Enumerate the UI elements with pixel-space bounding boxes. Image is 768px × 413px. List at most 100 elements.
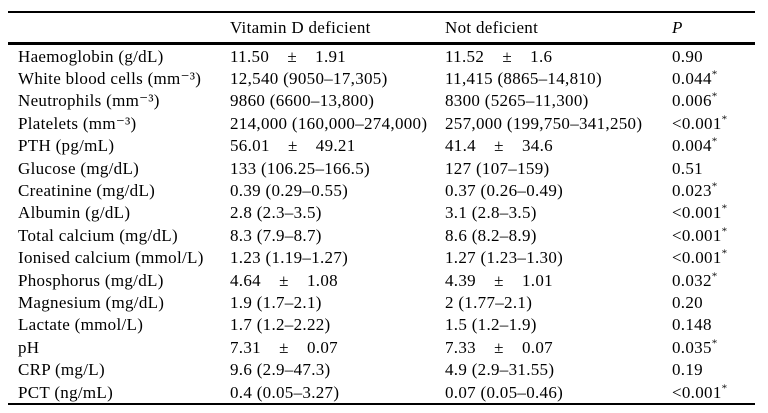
value-not-deficient: 1.5 (1.2–1.9) <box>445 315 537 335</box>
p-value: 0.044* <box>672 68 718 89</box>
value-not-deficient: 11.52 ± 1.6 <box>445 46 553 66</box>
value-vitamin-d-deficient: 9860 (6600–13,800) <box>230 91 375 111</box>
value-vitamin-d-deficient: 56.01 ± 49.21 <box>230 136 356 156</box>
p-value: 0.19 <box>672 360 703 380</box>
value-not-deficient: 4.9 (2.9–31.55) <box>445 360 555 380</box>
row-label: Magnesium (mg/dL) <box>18 292 165 312</box>
p-value: 0.20 <box>672 292 703 312</box>
row-label: PCT (ng/mL) <box>18 382 114 402</box>
p-value: <0.001* <box>672 381 728 402</box>
value-vitamin-d-deficient: 0.4 (0.05–3.27) <box>230 382 340 402</box>
value-not-deficient: 0.07 (0.05–0.46) <box>445 382 564 402</box>
p-value: <0.001* <box>672 225 728 245</box>
value-not-deficient: 8.6 (8.2–8.9) <box>445 225 537 245</box>
significance-asterisk: * <box>721 225 728 238</box>
value-vitamin-d-deficient: 2.8 (2.3–3.5) <box>230 203 322 223</box>
value-not-deficient: 8300 (5265–11,300) <box>445 91 589 111</box>
value-vitamin-d-deficient: 7.31 ± 0.07 <box>230 337 338 357</box>
column-header-vitamin-d-deficient: Vitamin D deficient <box>230 18 371 37</box>
value-not-deficient: 3.1 (2.8–3.5) <box>445 203 537 223</box>
p-value: <0.001* <box>672 202 728 223</box>
table-row: Glucose (mg/dL) 133 (106.25–166.5) 127 (10… <box>8 157 755 179</box>
value-vitamin-d-deficient: 8.3 (7.9–8.7) <box>230 225 322 245</box>
p-value: 0.023* <box>672 180 718 201</box>
table-row: Phosphorus (mg/dL) 4.64 ± 1.08 4.39 ± 1.01… <box>8 269 755 291</box>
table-header-row: Vitamin D deficient Not deficient P <box>8 13 755 42</box>
table-row: Ionised calcium (mmol/L) 1.23 (1.19–1.27)… <box>8 247 755 269</box>
table-row: pH 7.31 ± 0.07 7.33 ± 0.07 0.035* <box>8 336 755 358</box>
row-label: pH <box>18 337 40 357</box>
value-vitamin-d-deficient: 1.7 (1.2–2.22) <box>230 315 331 335</box>
value-not-deficient: 2 (1.77–2.1) <box>445 292 533 312</box>
table-row: Platelets (mm⁻³) 214,000 (160,000–274,000… <box>8 112 755 134</box>
row-label: Glucose (mg/dL) <box>18 158 140 178</box>
value-vitamin-d-deficient: 4.64 ± 1.08 <box>230 270 338 290</box>
significance-asterisk: * <box>721 202 728 215</box>
p-value: 0.51 <box>672 158 703 178</box>
row-label: PTH (pg/mL) <box>18 136 115 156</box>
row-label: Albumin (g/dL) <box>18 203 131 223</box>
column-header-p-value: P <box>672 18 683 37</box>
value-vitamin-d-deficient: 1.23 (1.19–1.27) <box>230 248 349 268</box>
table-row: Total calcium (mg/dL) 8.3 (7.9–8.7) 8.6 (8… <box>8 224 755 246</box>
row-label: Creatinine (mg/dL) <box>18 181 156 201</box>
row-label: Phosphorus (mg/dL) <box>18 270 164 290</box>
value-not-deficient: 127 (107–159) <box>445 158 550 178</box>
significance-asterisk: * <box>711 337 718 350</box>
significance-asterisk: * <box>711 135 718 148</box>
row-label: Total calcium (mg/dL) <box>18 225 178 245</box>
value-not-deficient: 1.27 (1.23–1.30) <box>445 248 564 268</box>
value-not-deficient: 0.37 (0.26–0.49) <box>445 181 564 201</box>
value-vitamin-d-deficient: 1.9 (1.7–2.1) <box>230 292 322 312</box>
clinical-lab-values-table: Vitamin D deficient Not deficient P Haem… <box>8 11 755 406</box>
value-vitamin-d-deficient: 12,540 (9050–17,305) <box>230 69 388 89</box>
table-row: Haemoglobin (g/dL) 11.50 ± 1.91 11.52 ± 1.… <box>8 45 755 67</box>
significance-asterisk: * <box>711 68 718 81</box>
row-label: Ionised calcium (mmol/L) <box>18 248 204 268</box>
significance-asterisk: * <box>721 113 728 126</box>
p-value: <0.001* <box>672 113 728 133</box>
table-row: Lactate (mmol/L) 1.7 (1.2–2.22) 1.5 (1.2–1… <box>8 314 755 336</box>
table-row: PTH (pg/mL) 56.01 ± 49.21 41.4 ± 34.6 0.004… <box>8 135 755 157</box>
value-not-deficient: 41.4 ± 34.6 <box>445 136 553 156</box>
value-vitamin-d-deficient: 214,000 (160,000–274,000) <box>230 113 428 133</box>
table-row: Creatinine (mg/dL) 0.39 (0.29–0.55) 0.37 (… <box>8 179 755 201</box>
column-header-not-deficient: Not deficient <box>445 18 539 37</box>
p-value: 0.035* <box>672 337 718 357</box>
significance-asterisk: * <box>711 180 718 193</box>
significance-asterisk: * <box>711 90 718 103</box>
p-value: 0.90 <box>672 46 703 66</box>
value-vitamin-d-deficient: 0.39 (0.29–0.55) <box>230 181 349 201</box>
value-not-deficient: 7.33 ± 0.07 <box>445 337 553 357</box>
table-body: Haemoglobin (g/dL) 11.50 ± 1.91 11.52 ± 1.… <box>8 45 755 403</box>
value-vitamin-d-deficient: 11.50 ± 1.91 <box>230 46 347 66</box>
value-not-deficient: 257,000 (199,750–341,250) <box>445 113 643 133</box>
table-row: Magnesium (mg/dL) 1.9 (1.7–2.1) 2 (1.77–2.… <box>8 291 755 313</box>
p-value: <0.001* <box>672 247 728 268</box>
p-value: 0.148 <box>672 315 712 335</box>
row-label: White blood cells (mm⁻³) <box>18 69 202 89</box>
row-label: CRP (mg/L) <box>18 360 105 380</box>
table-top-rule <box>8 11 755 13</box>
row-label: Lactate (mmol/L) <box>18 315 144 335</box>
p-value: 0.006* <box>672 90 718 111</box>
significance-asterisk: * <box>711 269 718 282</box>
value-vitamin-d-deficient: 133 (106.25–166.5) <box>230 158 370 178</box>
p-value: 0.004* <box>672 135 718 156</box>
row-label: Platelets (mm⁻³) <box>18 113 137 133</box>
table-row: CRP (mg/L) 9.6 (2.9–47.3) 4.9 (2.9–31.55) 0… <box>8 358 755 380</box>
row-label: Haemoglobin (g/dL) <box>18 46 164 66</box>
table-header-rule <box>8 42 755 45</box>
significance-asterisk: * <box>721 381 728 394</box>
value-not-deficient: 4.39 ± 1.01 <box>445 270 553 290</box>
table-row: Neutrophils (mm⁻³) 9860 (6600–13,800) 8300… <box>8 90 755 112</box>
table-bottom-rule <box>8 403 755 406</box>
significance-asterisk: * <box>721 247 728 260</box>
table-row: PCT (ng/mL) 0.4 (0.05–3.27) 0.07 (0.05–0.4… <box>8 381 755 403</box>
row-label: Neutrophils (mm⁻³) <box>18 91 160 111</box>
value-not-deficient: 11,415 (8865–14,810) <box>445 69 602 89</box>
table-row: Albumin (g/dL) 2.8 (2.3–3.5) 3.1 (2.8–3.5)… <box>8 202 755 224</box>
p-value: 0.032* <box>672 269 718 290</box>
value-vitamin-d-deficient: 9.6 (2.9–47.3) <box>230 360 331 380</box>
